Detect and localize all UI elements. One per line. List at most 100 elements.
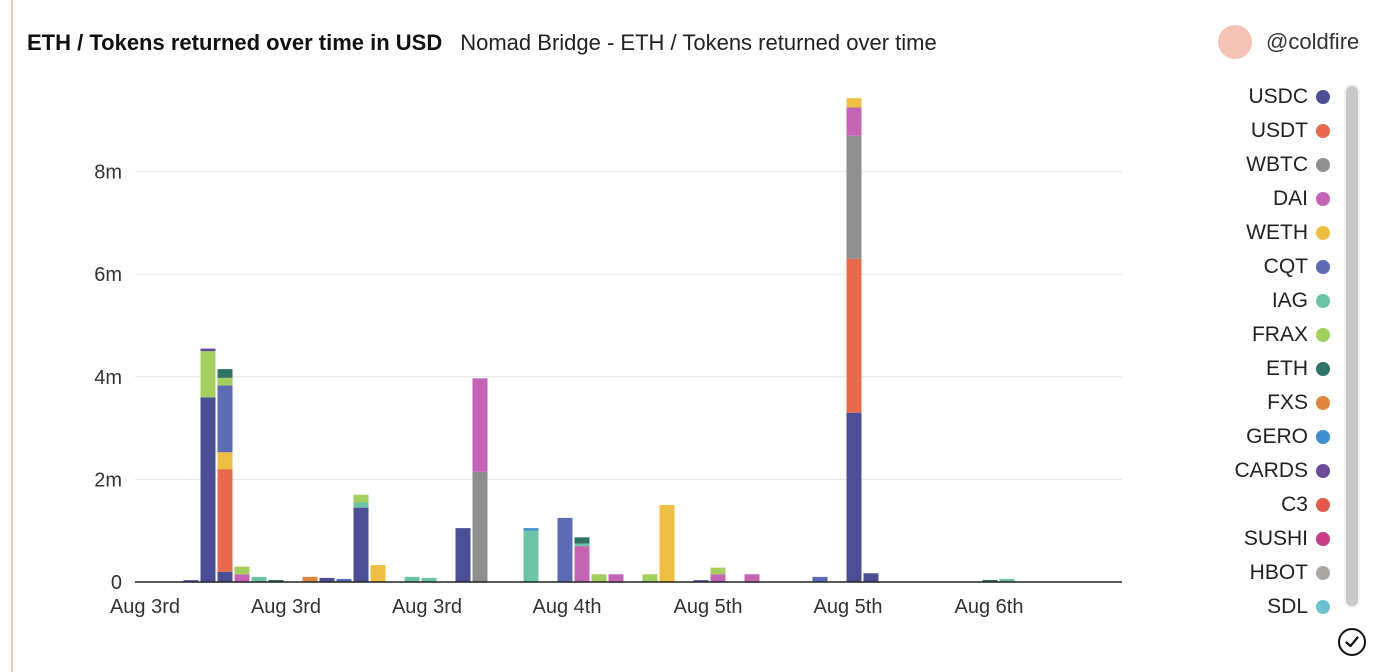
legend-label: USDT xyxy=(1250,119,1308,142)
bar-segment-dai xyxy=(472,378,488,472)
legend-swatch xyxy=(1316,566,1330,580)
bar-segment-usdc xyxy=(455,528,471,582)
bar-segment-eth xyxy=(982,579,998,582)
y-tick-label: 6m xyxy=(94,264,122,286)
bar-segment-fxs xyxy=(302,576,318,582)
legend-label: DAI xyxy=(1272,187,1308,210)
x-tick-label: Aug 5th xyxy=(674,596,743,618)
y-tick-label: 2m xyxy=(94,469,122,491)
legend-swatch xyxy=(1316,498,1330,512)
bar-stack xyxy=(744,574,760,582)
bar-segment-dai xyxy=(574,546,590,582)
bar-segment-dai xyxy=(846,107,862,136)
bar-stack xyxy=(710,567,726,582)
legend-item-eth[interactable]: ETH xyxy=(1200,352,1330,386)
legend-swatch xyxy=(1316,396,1330,410)
bar-segment-cqt xyxy=(557,517,573,582)
bar-segment-iag xyxy=(404,576,420,582)
legend-swatch xyxy=(1316,90,1330,104)
legend-item-fxs[interactable]: FXS xyxy=(1200,386,1330,420)
left-accent-rule xyxy=(11,0,13,672)
bar-stack xyxy=(846,98,862,582)
legend-item-wbtc[interactable]: WBTC xyxy=(1200,148,1330,182)
bar-stack xyxy=(370,565,386,582)
legend-label: FRAX xyxy=(1251,323,1308,346)
legend-swatch xyxy=(1316,192,1330,206)
legend-label: IAG xyxy=(1271,289,1308,312)
legend-label: C3 xyxy=(1281,493,1308,516)
legend-swatch xyxy=(1316,124,1330,138)
legend-scrollbar[interactable] xyxy=(1344,84,1360,608)
legend-swatch xyxy=(1316,430,1330,444)
bar-segment-frax xyxy=(642,574,658,582)
legend-item-usdc[interactable]: USDC xyxy=(1200,80,1330,114)
y-tick-label: 8m xyxy=(94,162,122,184)
y-tick-label: 0 xyxy=(111,572,122,594)
bar-segment-weth xyxy=(659,505,675,582)
legend-item-usdt[interactable]: USDT xyxy=(1200,114,1330,148)
bar-segment-eth xyxy=(574,537,590,544)
chart-title: ETH / Tokens returned over time in USD xyxy=(27,30,443,55)
bar-segment-weth xyxy=(846,98,862,108)
x-tick-label: Aug 5th xyxy=(814,596,883,618)
author-link[interactable]: @coldfire xyxy=(1218,24,1359,60)
legend-item-frax[interactable]: FRAX xyxy=(1200,318,1330,352)
bar-stack xyxy=(302,576,318,582)
bar-stack xyxy=(217,369,233,582)
legend-item-hbot[interactable]: HBOT xyxy=(1200,556,1330,590)
author-name: @coldfire xyxy=(1266,29,1360,54)
bar-segment-cqt xyxy=(183,580,199,582)
bar-segment-cqt xyxy=(217,385,233,453)
legend-item-sushi[interactable]: SUSHI xyxy=(1200,522,1330,556)
legend-label: WBTC xyxy=(1246,153,1308,176)
legend-item-cards[interactable]: CARDS xyxy=(1200,454,1330,488)
bar-segment-frax xyxy=(353,494,369,503)
bar-segment-dai xyxy=(710,574,726,582)
bar-stack xyxy=(557,517,573,582)
legend-item-gero[interactable]: GERO xyxy=(1200,420,1330,454)
bar-segment-usdt xyxy=(846,258,862,413)
legend-item-c3[interactable]: C3 xyxy=(1200,488,1330,522)
bar-segment-eth xyxy=(217,369,233,378)
bar-stack xyxy=(574,537,590,582)
bar-segment-cards xyxy=(200,348,216,352)
bar-segment-usdc xyxy=(846,412,862,582)
bar-segment-iag xyxy=(574,543,590,547)
bar-stack xyxy=(268,579,284,582)
bar-stack xyxy=(982,579,998,582)
legend-label: CARDS xyxy=(1234,459,1308,482)
legend-item-cqt[interactable]: CQT xyxy=(1200,250,1330,284)
bar-segment-usdc xyxy=(217,571,233,582)
bar-segment-usdt xyxy=(217,469,233,572)
chart-gridlines xyxy=(135,171,1122,480)
bar-stack xyxy=(608,574,624,582)
bar-segment-frax xyxy=(591,574,607,582)
chart-legend: USDC USDT WBTC DAI WETH CQT IAG FRAX ETH FXS GERO C… xyxy=(1200,80,1330,624)
legend-label: CQT xyxy=(1263,255,1308,278)
legend-swatch xyxy=(1316,532,1330,546)
bar-stack xyxy=(693,580,709,582)
bar-segment-usdc xyxy=(353,507,369,582)
bar-segment-wbtc xyxy=(846,135,862,259)
chart-subtitle: Nomad Bridge - ETH / Tokens returned ove… xyxy=(460,30,937,55)
legend-item-weth[interactable]: WETH xyxy=(1200,216,1330,250)
legend-swatch xyxy=(1316,464,1330,478)
legend-swatch xyxy=(1316,362,1330,376)
x-tick-label: Aug 3rd xyxy=(110,596,180,618)
legend-scroll-thumb[interactable] xyxy=(1346,86,1358,606)
bar-stack xyxy=(999,578,1015,582)
legend-item-dai[interactable]: DAI xyxy=(1200,182,1330,216)
bar-stack xyxy=(863,573,879,582)
avatar xyxy=(1218,25,1252,59)
x-tick-label: Aug 6th xyxy=(955,596,1024,618)
bar-segment-cqt xyxy=(812,576,828,582)
legend-item-sdl[interactable]: SDL xyxy=(1200,590,1330,624)
bar-segment-dai xyxy=(744,574,760,582)
bar-segment-wbtc xyxy=(472,471,488,582)
bar-segment-usdc xyxy=(863,573,879,582)
legend-item-iag[interactable]: IAG xyxy=(1200,284,1330,318)
check-circle-icon[interactable] xyxy=(1338,628,1366,656)
legend-label: SDL xyxy=(1267,595,1308,618)
bar-stack xyxy=(455,528,471,582)
